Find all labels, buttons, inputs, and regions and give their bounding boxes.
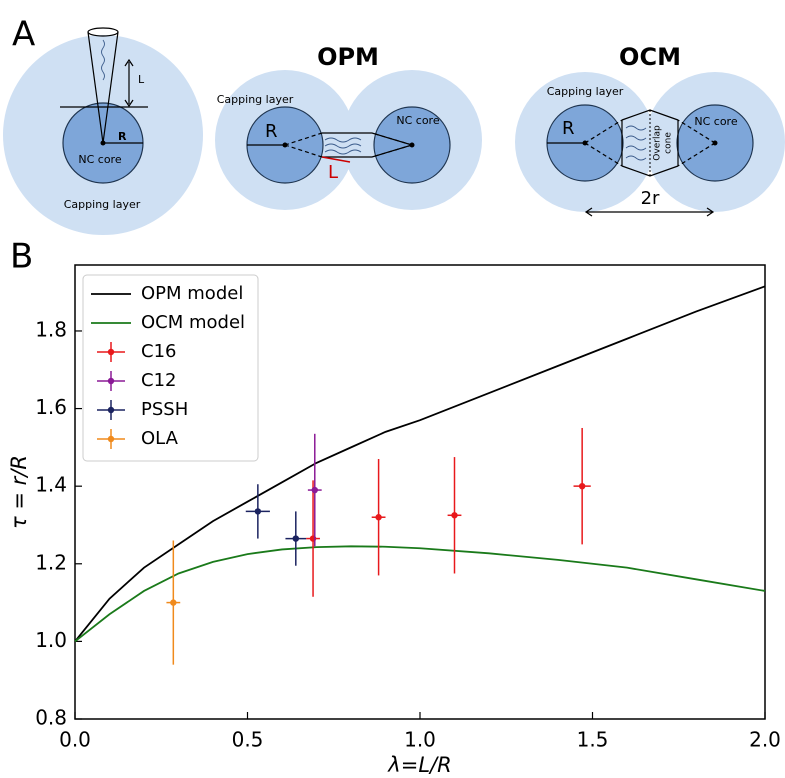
model-line	[74, 545, 766, 643]
legend-swatch	[107, 435, 115, 443]
legend-box	[82, 274, 259, 462]
y-tick-label: 1.6	[35, 395, 67, 419]
core-label: NC core	[694, 115, 737, 128]
y-tick-label: 1.0	[35, 628, 67, 652]
plot-area: 0.0 0.5 1.0 1.5 2.0 0.8 1.0 1.2 1.4 1.6 1.8 OPM mod…	[35, 264, 781, 752]
length-label: L	[138, 73, 145, 86]
data-point	[170, 599, 177, 606]
overlap-label: Overlap	[653, 125, 663, 161]
y-axis-label: τ = r/R	[7, 455, 31, 529]
core-label: NC core	[78, 153, 121, 166]
x-tick-label: 1.5	[577, 728, 609, 752]
y-tick-label: 1.2	[35, 550, 67, 574]
legend-swatch	[107, 406, 115, 414]
legend: OPM model OCM model C16 C12 PSSH OLA	[82, 274, 259, 462]
capping-label: Capping layer	[64, 198, 141, 211]
data-point	[451, 512, 458, 519]
distance-label: 2r	[641, 188, 660, 209]
y-tick-label: 1.8	[35, 317, 67, 341]
data-point	[292, 535, 299, 542]
legend-label: C16	[141, 341, 176, 362]
capping-label: Capping layer	[547, 85, 624, 98]
radius-label: R	[562, 118, 575, 139]
legend-label: OLA	[141, 428, 179, 449]
legend-label: C12	[141, 370, 176, 391]
legend-label: OPM model	[141, 283, 243, 304]
core-label: NC core	[396, 114, 439, 127]
data-point	[578, 482, 586, 490]
model-line	[74, 285, 766, 642]
capping-label: Capping layer	[217, 93, 294, 106]
legend-label: OCM model	[141, 312, 245, 333]
legend-swatch	[107, 377, 115, 385]
x-axis-label: λ=L/R	[387, 753, 451, 777]
ocm-diagram: OCM Capping layer R NC core Overlap cone…	[515, 43, 785, 217]
radius-label: R	[265, 121, 278, 142]
legend-label: PSSH	[141, 399, 188, 420]
x-tick-label: 0.5	[232, 728, 264, 752]
x-tick-label: 2.0	[749, 728, 781, 752]
x-tick-label: 0.0	[59, 728, 91, 752]
ocm-title: OCM	[619, 43, 681, 71]
opm-diagram: OPM Capping layer R NC core L	[215, 43, 482, 210]
panel-label: B	[10, 237, 33, 277]
y-tick-label: 0.8	[35, 706, 67, 730]
opm-title: OPM	[317, 43, 379, 71]
panel-label: A	[12, 15, 35, 55]
legend-swatch	[107, 348, 115, 356]
data-point	[375, 514, 382, 521]
single-diagram: L R NC core Capping layer	[3, 27, 203, 235]
data-point	[254, 508, 262, 515]
length-label: L	[328, 162, 338, 183]
overlap-label: cone	[664, 132, 674, 154]
y-tick-label: 1.4	[35, 473, 67, 497]
x-tick-label: 1.0	[404, 728, 436, 752]
data-point	[311, 486, 318, 494]
radius-label: R	[118, 130, 127, 143]
